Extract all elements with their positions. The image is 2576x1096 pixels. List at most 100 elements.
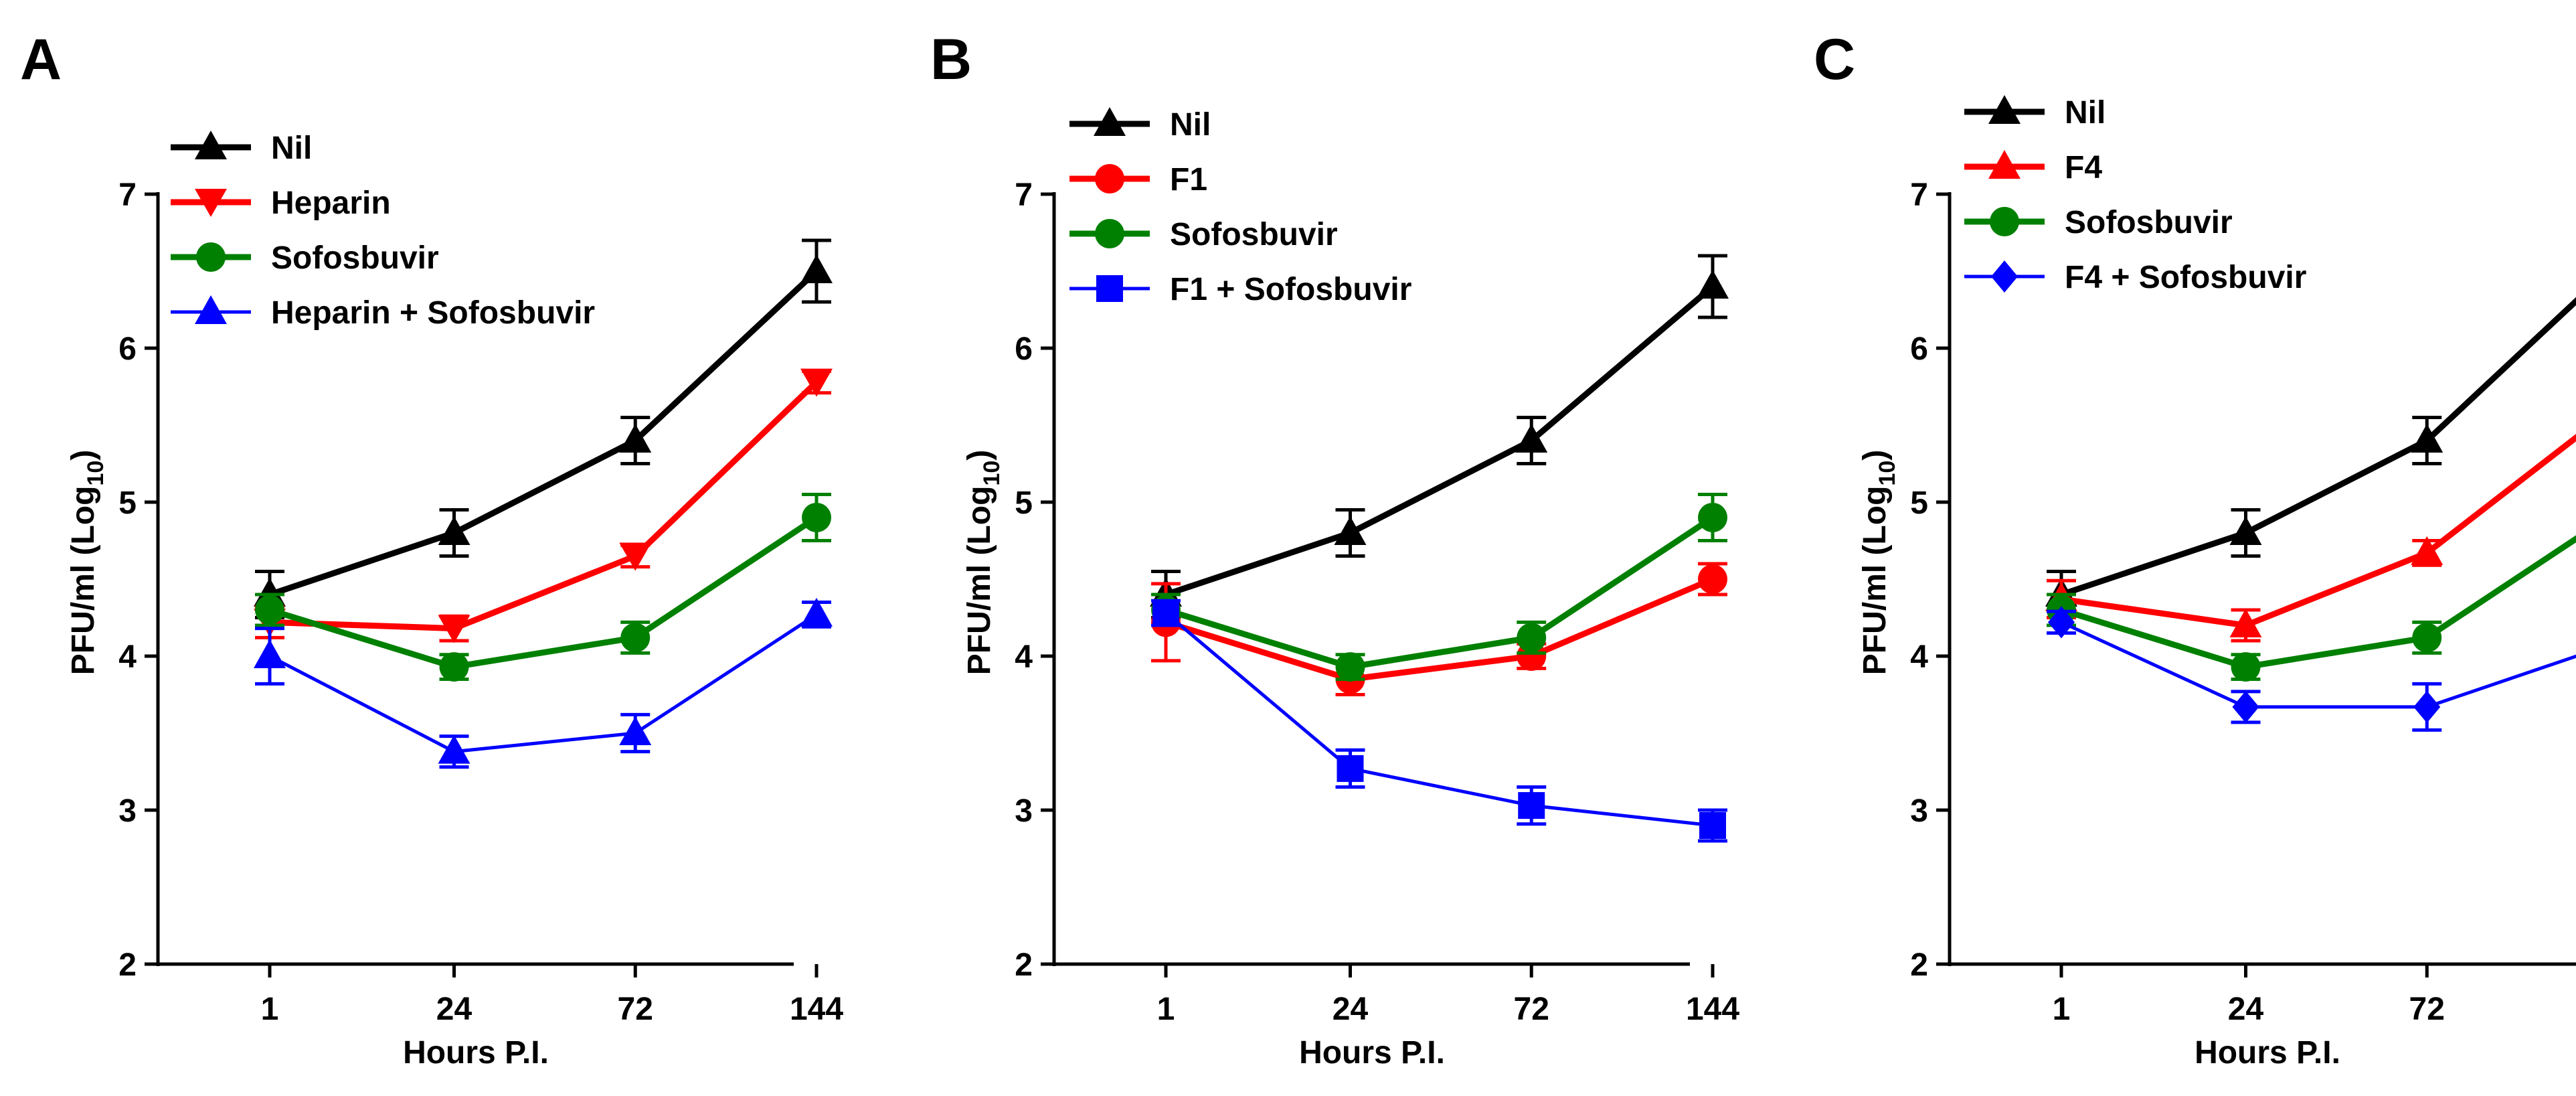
x-tick-label: 24 bbox=[436, 992, 473, 1027]
x-tick-label: 24 bbox=[1333, 992, 1369, 1027]
data-point bbox=[1515, 424, 1548, 453]
x-tick-label: 1 bbox=[261, 992, 279, 1027]
data-point bbox=[1517, 623, 1547, 653]
x-tick-label: 72 bbox=[2409, 992, 2445, 1027]
x-axis-title: Hours P.I. bbox=[1299, 1035, 1445, 1071]
x-axis-title: Hours P.I. bbox=[2195, 1035, 2340, 1071]
legend-label: F1 + Sofosbuvir bbox=[1170, 272, 1411, 307]
data-point bbox=[255, 595, 284, 625]
legend-marker bbox=[1095, 219, 1124, 248]
panel-c: C23456712472144Hours P.I.PFU/ml (Log10)N… bbox=[1814, 27, 2576, 1071]
data-point bbox=[2229, 516, 2262, 545]
series-sofosbuvir bbox=[255, 493, 831, 682]
y-tick-label: 5 bbox=[1015, 485, 1033, 521]
panel-b: B 2 3 4 5 6 7 1 24 72 144 Hours P.I. PFU/ml (Log10) N… bbox=[930, 27, 1739, 1071]
data-point bbox=[619, 542, 652, 571]
legend-item: Heparin bbox=[171, 185, 391, 221]
y-tick-label: 5 bbox=[118, 485, 137, 521]
legend-label: Nil bbox=[2065, 95, 2106, 131]
data-point bbox=[619, 424, 652, 453]
y-tick-label: 3 bbox=[118, 793, 137, 829]
data-point bbox=[1699, 812, 1726, 839]
data-point bbox=[438, 615, 470, 643]
data-point bbox=[1337, 755, 1364, 782]
y-tick-label: 2 bbox=[1910, 947, 1928, 983]
data-point bbox=[2413, 690, 2441, 723]
y-axis-title-main: PFU/ml (Log bbox=[1857, 486, 1893, 676]
series-line bbox=[268, 268, 819, 598]
y-axis-title-subscript: 10 bbox=[979, 461, 1005, 486]
legend-label: F1 bbox=[1170, 162, 1207, 198]
series-nil bbox=[2045, 297, 2576, 619]
data-point bbox=[619, 716, 652, 745]
y-tick-label: 3 bbox=[1015, 793, 1033, 829]
data-point bbox=[800, 254, 833, 283]
y-tick-label: 2 bbox=[118, 947, 137, 983]
legend-item: Sofosbuvir bbox=[171, 240, 439, 276]
data-point bbox=[2231, 652, 2261, 682]
legend-item: Heparin + Sofosbuvir bbox=[171, 295, 595, 331]
legend-label: Nil bbox=[1170, 107, 1211, 143]
data-point bbox=[1698, 503, 1727, 532]
y-axis-title-main: PFU/ml (Log bbox=[66, 486, 101, 676]
series-f4-sofosbuvir bbox=[2047, 606, 2576, 732]
legend: Nil Heparin Sofosbuvir Heparin + Sofosbuvir bbox=[171, 131, 595, 331]
data-point bbox=[802, 503, 831, 532]
legend-item: Nil bbox=[1964, 95, 2106, 131]
legend-item: F1 bbox=[1069, 162, 1207, 198]
y-tick-label: 4 bbox=[1015, 639, 1033, 675]
data-point bbox=[439, 652, 469, 682]
legend-label: Heparin bbox=[271, 185, 391, 221]
data-point bbox=[800, 368, 833, 397]
data-point bbox=[254, 639, 286, 668]
panel-letter: A bbox=[20, 27, 62, 92]
data-point bbox=[2412, 623, 2442, 653]
y-tick-label: 6 bbox=[1015, 331, 1033, 367]
y-axis-title-subscript: 10 bbox=[1875, 461, 1900, 486]
series-f1-sofosbuvir bbox=[1151, 599, 1727, 843]
legend-item: Nil bbox=[171, 131, 312, 166]
legend-label: Sofosbuvir bbox=[1170, 217, 1338, 252]
y-axis-title-subscript: 10 bbox=[83, 461, 108, 486]
legend-label: Sofosbuvir bbox=[2065, 205, 2233, 240]
data-point bbox=[2411, 424, 2443, 453]
data-point bbox=[1334, 516, 1367, 545]
legend-item: Sofosbuvir bbox=[1964, 205, 2233, 240]
y-axis-title: PFU/ml (Log10) bbox=[962, 450, 1005, 675]
panel-letter: B bbox=[930, 27, 972, 92]
data-point bbox=[438, 734, 470, 764]
legend-marker bbox=[1991, 260, 2018, 293]
y-axis-title: PFU/ml (Log10) bbox=[1857, 450, 1900, 675]
legend-marker bbox=[195, 189, 227, 217]
legend-item: F1 + Sofosbuvir bbox=[1069, 272, 1411, 307]
x-tick-label: 144 bbox=[790, 992, 843, 1027]
series-line bbox=[2061, 434, 2576, 629]
data-point bbox=[2048, 606, 2075, 639]
y-axis-title-close: ) bbox=[1857, 450, 1893, 461]
series-line bbox=[269, 380, 819, 632]
data-point bbox=[1518, 792, 1545, 819]
legend-label: F4 bbox=[2065, 150, 2102, 185]
legend-marker bbox=[1095, 164, 1124, 193]
data-point bbox=[2229, 609, 2262, 637]
series-line bbox=[2060, 535, 2576, 670]
series-line bbox=[1165, 576, 1714, 682]
legend-marker bbox=[1990, 207, 2019, 236]
legend-marker bbox=[195, 131, 227, 159]
series-line bbox=[268, 515, 819, 670]
y-tick-label: 4 bbox=[1910, 639, 1928, 675]
y-tick-label: 7 bbox=[1015, 177, 1033, 213]
legend-marker bbox=[196, 242, 226, 272]
data-point bbox=[2232, 690, 2259, 723]
legend-label: Heparin + Sofosbuvir bbox=[271, 295, 595, 331]
y-tick-label: 7 bbox=[1910, 177, 1928, 213]
y-tick-label: 6 bbox=[118, 331, 137, 367]
y-axis-title: PFU/ml (Log10) bbox=[66, 450, 108, 675]
data-point bbox=[1697, 270, 1729, 299]
series-line bbox=[2060, 621, 2576, 709]
data-point bbox=[1152, 599, 1179, 627]
legend-label: Sofosbuvir bbox=[271, 240, 439, 276]
series-heparin-sofosbuvir bbox=[254, 597, 833, 769]
legend: Nil F1 Sofosbuvir F1 + Sofosbuvir bbox=[1069, 107, 1411, 307]
data-point bbox=[1698, 564, 1727, 594]
